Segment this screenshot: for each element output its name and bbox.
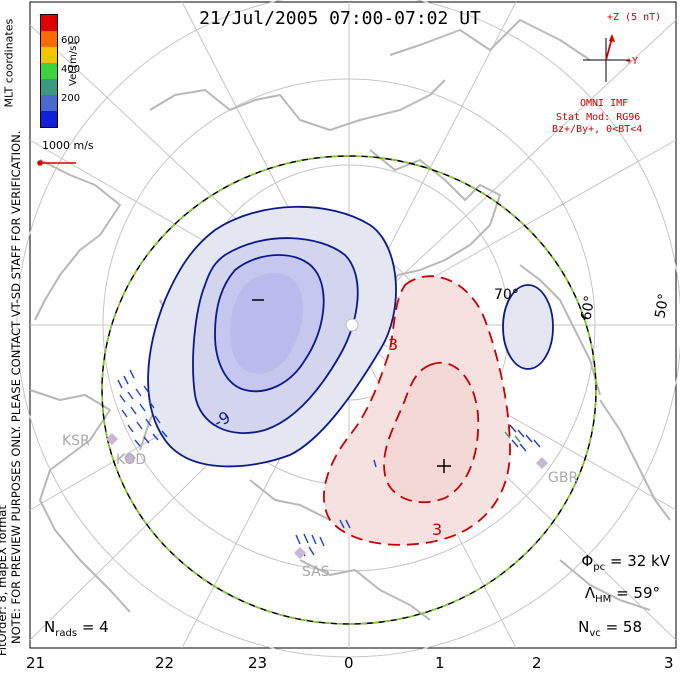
colorbar-segment xyxy=(41,31,57,47)
hm-latitude: ΛHM = 59° xyxy=(584,584,660,605)
hm-boundary-dash xyxy=(101,155,597,625)
mlt-label-23: 23 xyxy=(248,654,268,672)
small-negative-cell xyxy=(502,284,554,370)
imf-source: OMNI IMF xyxy=(580,98,629,109)
imf-condition: Bz+/By+, 0<BT<4 xyxy=(552,124,643,135)
mlt-label-1: 1 xyxy=(435,654,445,672)
positive-potential-cell xyxy=(323,275,511,546)
colorbar-tick-400: 400 xyxy=(61,64,81,75)
pole-marker xyxy=(345,318,359,332)
imf-clock xyxy=(583,34,630,82)
map-title: 21/Jul/2005 07:00-07:02 UT xyxy=(199,8,481,29)
colorbar-segment xyxy=(41,111,57,127)
mlt-label-3: 3 xyxy=(664,654,674,672)
colorbar-tick-200: 200 xyxy=(61,93,81,104)
imf-stat-model: Stat Mod: RG96 xyxy=(556,112,641,123)
vector-scale-bar xyxy=(37,160,76,166)
latitude-label-70: 70° xyxy=(494,287,519,303)
imf-z-label: +Z (5 nT) xyxy=(607,12,662,23)
colorbar-segment xyxy=(41,15,57,31)
site-kod: KOD xyxy=(116,452,147,468)
colorbar-tick-600: 600 xyxy=(61,35,81,46)
mlt-label-21: 21 xyxy=(26,654,46,672)
colorbar-segment xyxy=(41,95,57,111)
imf-y-label: +Y xyxy=(626,56,639,67)
site-sas: SAS xyxy=(302,564,330,580)
fit-order-note: FitOrder: 8, mapEX format xyxy=(0,505,9,656)
mlt-label-2: 2 xyxy=(532,654,542,672)
site-markers xyxy=(106,433,548,559)
coordinate-system-label: MLT coordinates xyxy=(2,18,16,108)
velocity-colorbar xyxy=(40,14,58,128)
contour-label-3-bottom: 3 xyxy=(432,520,443,539)
vector-scale-label: 1000 m/s xyxy=(42,139,94,152)
cross-polar-potential: Φpc = 32 kV xyxy=(581,552,670,573)
colorbar-segment xyxy=(41,63,57,79)
site-ksr: KSR xyxy=(62,433,90,449)
colorbar-segment xyxy=(41,47,57,63)
potential-maximum-marker xyxy=(437,459,451,473)
colorbar-segment xyxy=(41,79,57,95)
mlt-label-22: 22 xyxy=(155,654,175,672)
mlt-label-0: 0 xyxy=(344,654,354,672)
velocity-vectors-green xyxy=(504,431,521,443)
vector-count: Nvc = 58 xyxy=(578,618,642,639)
radar-count: Nrads = 4 xyxy=(44,618,109,639)
negative-potential-cell xyxy=(147,205,397,468)
site-gbr: GBR xyxy=(548,470,579,486)
colorbar-unit: Vel [m/s] xyxy=(68,41,79,86)
contour-label-3-top: 3 xyxy=(388,335,399,354)
